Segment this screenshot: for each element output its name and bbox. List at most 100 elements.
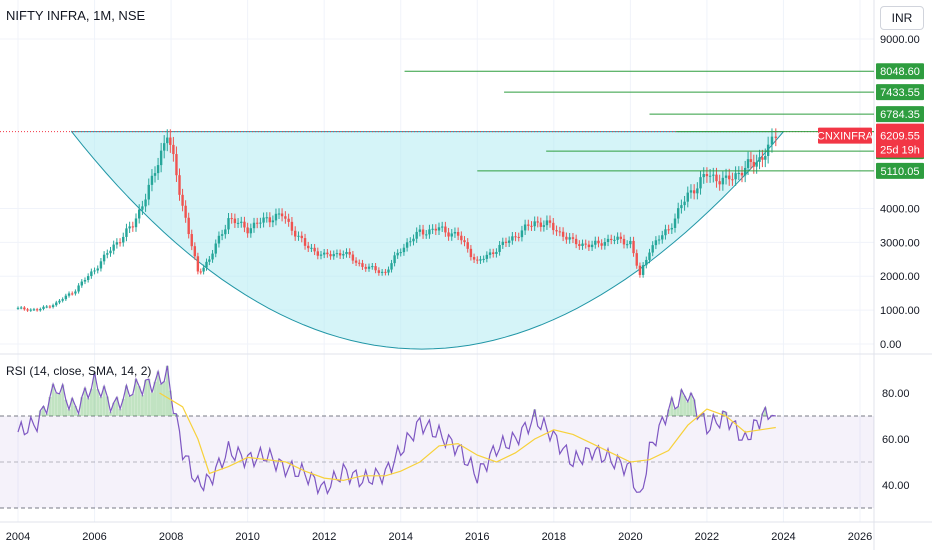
candle-body	[548, 220, 552, 223]
candle-body	[364, 266, 367, 269]
time-tick-label: 2016	[465, 531, 489, 543]
candle-body	[749, 159, 753, 162]
candle-body	[19, 307, 23, 309]
candle-body	[507, 240, 511, 243]
candle-body	[517, 236, 520, 238]
candle-body	[122, 236, 125, 243]
candle-body	[654, 240, 658, 246]
candle-body	[641, 265, 645, 275]
candle-body	[520, 230, 524, 238]
candle-body	[256, 222, 259, 224]
candle-body	[29, 309, 32, 311]
candle-body	[638, 265, 642, 275]
candle-body	[425, 234, 428, 236]
symbol-label: CNXINFRA	[817, 131, 874, 143]
candle-body	[51, 305, 55, 308]
candle-body	[466, 242, 469, 249]
time-tick-label: 2014	[388, 531, 412, 543]
candle-body	[434, 228, 438, 231]
cup-shape	[70, 130, 785, 350]
candle-body	[545, 220, 549, 226]
candle-body	[246, 227, 249, 234]
level-label: 5110.05	[881, 166, 920, 178]
candle-body	[156, 165, 160, 174]
candle-body	[297, 235, 300, 237]
candle-body	[271, 220, 275, 223]
candle-body	[504, 241, 508, 243]
candle-body	[77, 285, 80, 292]
candle-body	[689, 190, 693, 193]
candle-body	[351, 254, 355, 261]
price-tick-label: 0.00	[880, 339, 901, 351]
candle-body	[163, 143, 166, 151]
candle-body	[409, 241, 412, 243]
candle-body	[345, 251, 348, 255]
candle-body	[300, 235, 303, 239]
candle-body	[616, 236, 619, 240]
time-tick-label: 2018	[542, 531, 566, 543]
candle-body	[702, 174, 705, 178]
candle-body	[32, 309, 36, 311]
price-tick-label: 4000.00	[880, 203, 920, 215]
candle-body	[594, 240, 597, 245]
candle-body	[205, 261, 208, 268]
candle-body	[561, 231, 565, 237]
candle-body	[699, 177, 702, 189]
candle-body	[307, 245, 310, 249]
candle-body	[770, 136, 774, 145]
candle-body	[523, 224, 527, 231]
candle-body	[367, 266, 371, 269]
symbol-badge	[818, 127, 872, 144]
candle-body	[178, 175, 181, 195]
candle-body	[96, 268, 99, 271]
candle-body	[184, 205, 187, 218]
candle-body	[418, 229, 422, 232]
candle-body	[175, 154, 178, 176]
candle-body	[728, 175, 731, 180]
candle-body	[696, 188, 699, 194]
candle-body	[45, 306, 48, 308]
candle-body	[456, 231, 460, 236]
rsi-title: RSI (14, close, SMA, 14, 2)	[6, 364, 152, 378]
candle-body	[606, 238, 610, 243]
candle-body	[610, 238, 613, 240]
candle-body	[705, 174, 709, 177]
candle-body	[651, 245, 654, 253]
candle-body	[743, 167, 747, 176]
currency-selector[interactable]: INR	[880, 6, 924, 30]
candle-body	[144, 199, 147, 207]
candle-body	[243, 221, 246, 228]
candle-body	[402, 247, 406, 253]
candle-body	[181, 194, 184, 206]
candle-body	[437, 227, 441, 231]
candle-body	[645, 259, 648, 266]
level-badge	[876, 162, 924, 179]
candle-body	[428, 229, 431, 235]
candle-body	[619, 236, 622, 239]
candle-body	[196, 256, 200, 272]
candle-body	[220, 234, 224, 236]
candle-body	[208, 259, 211, 262]
candle-body	[667, 229, 670, 231]
candle-body	[661, 235, 664, 240]
candle-body	[440, 226, 444, 228]
candle-body	[453, 231, 457, 234]
candle-body	[412, 238, 415, 242]
candle-body	[348, 251, 351, 255]
candle-body	[112, 244, 115, 251]
candle-body	[431, 228, 434, 230]
candle-body	[358, 262, 361, 264]
candle-body	[578, 244, 581, 246]
candle-body	[396, 252, 399, 256]
candle-body	[635, 253, 638, 266]
candle-body	[236, 222, 240, 224]
candle-body	[476, 259, 479, 261]
candle-body	[648, 252, 651, 260]
time-tick-label: 2020	[618, 531, 642, 543]
current-price-label: 6209.55	[880, 131, 920, 143]
candle-body	[463, 240, 466, 243]
candle-body	[485, 254, 489, 259]
candle-body	[125, 228, 128, 237]
candle-body	[150, 175, 154, 185]
